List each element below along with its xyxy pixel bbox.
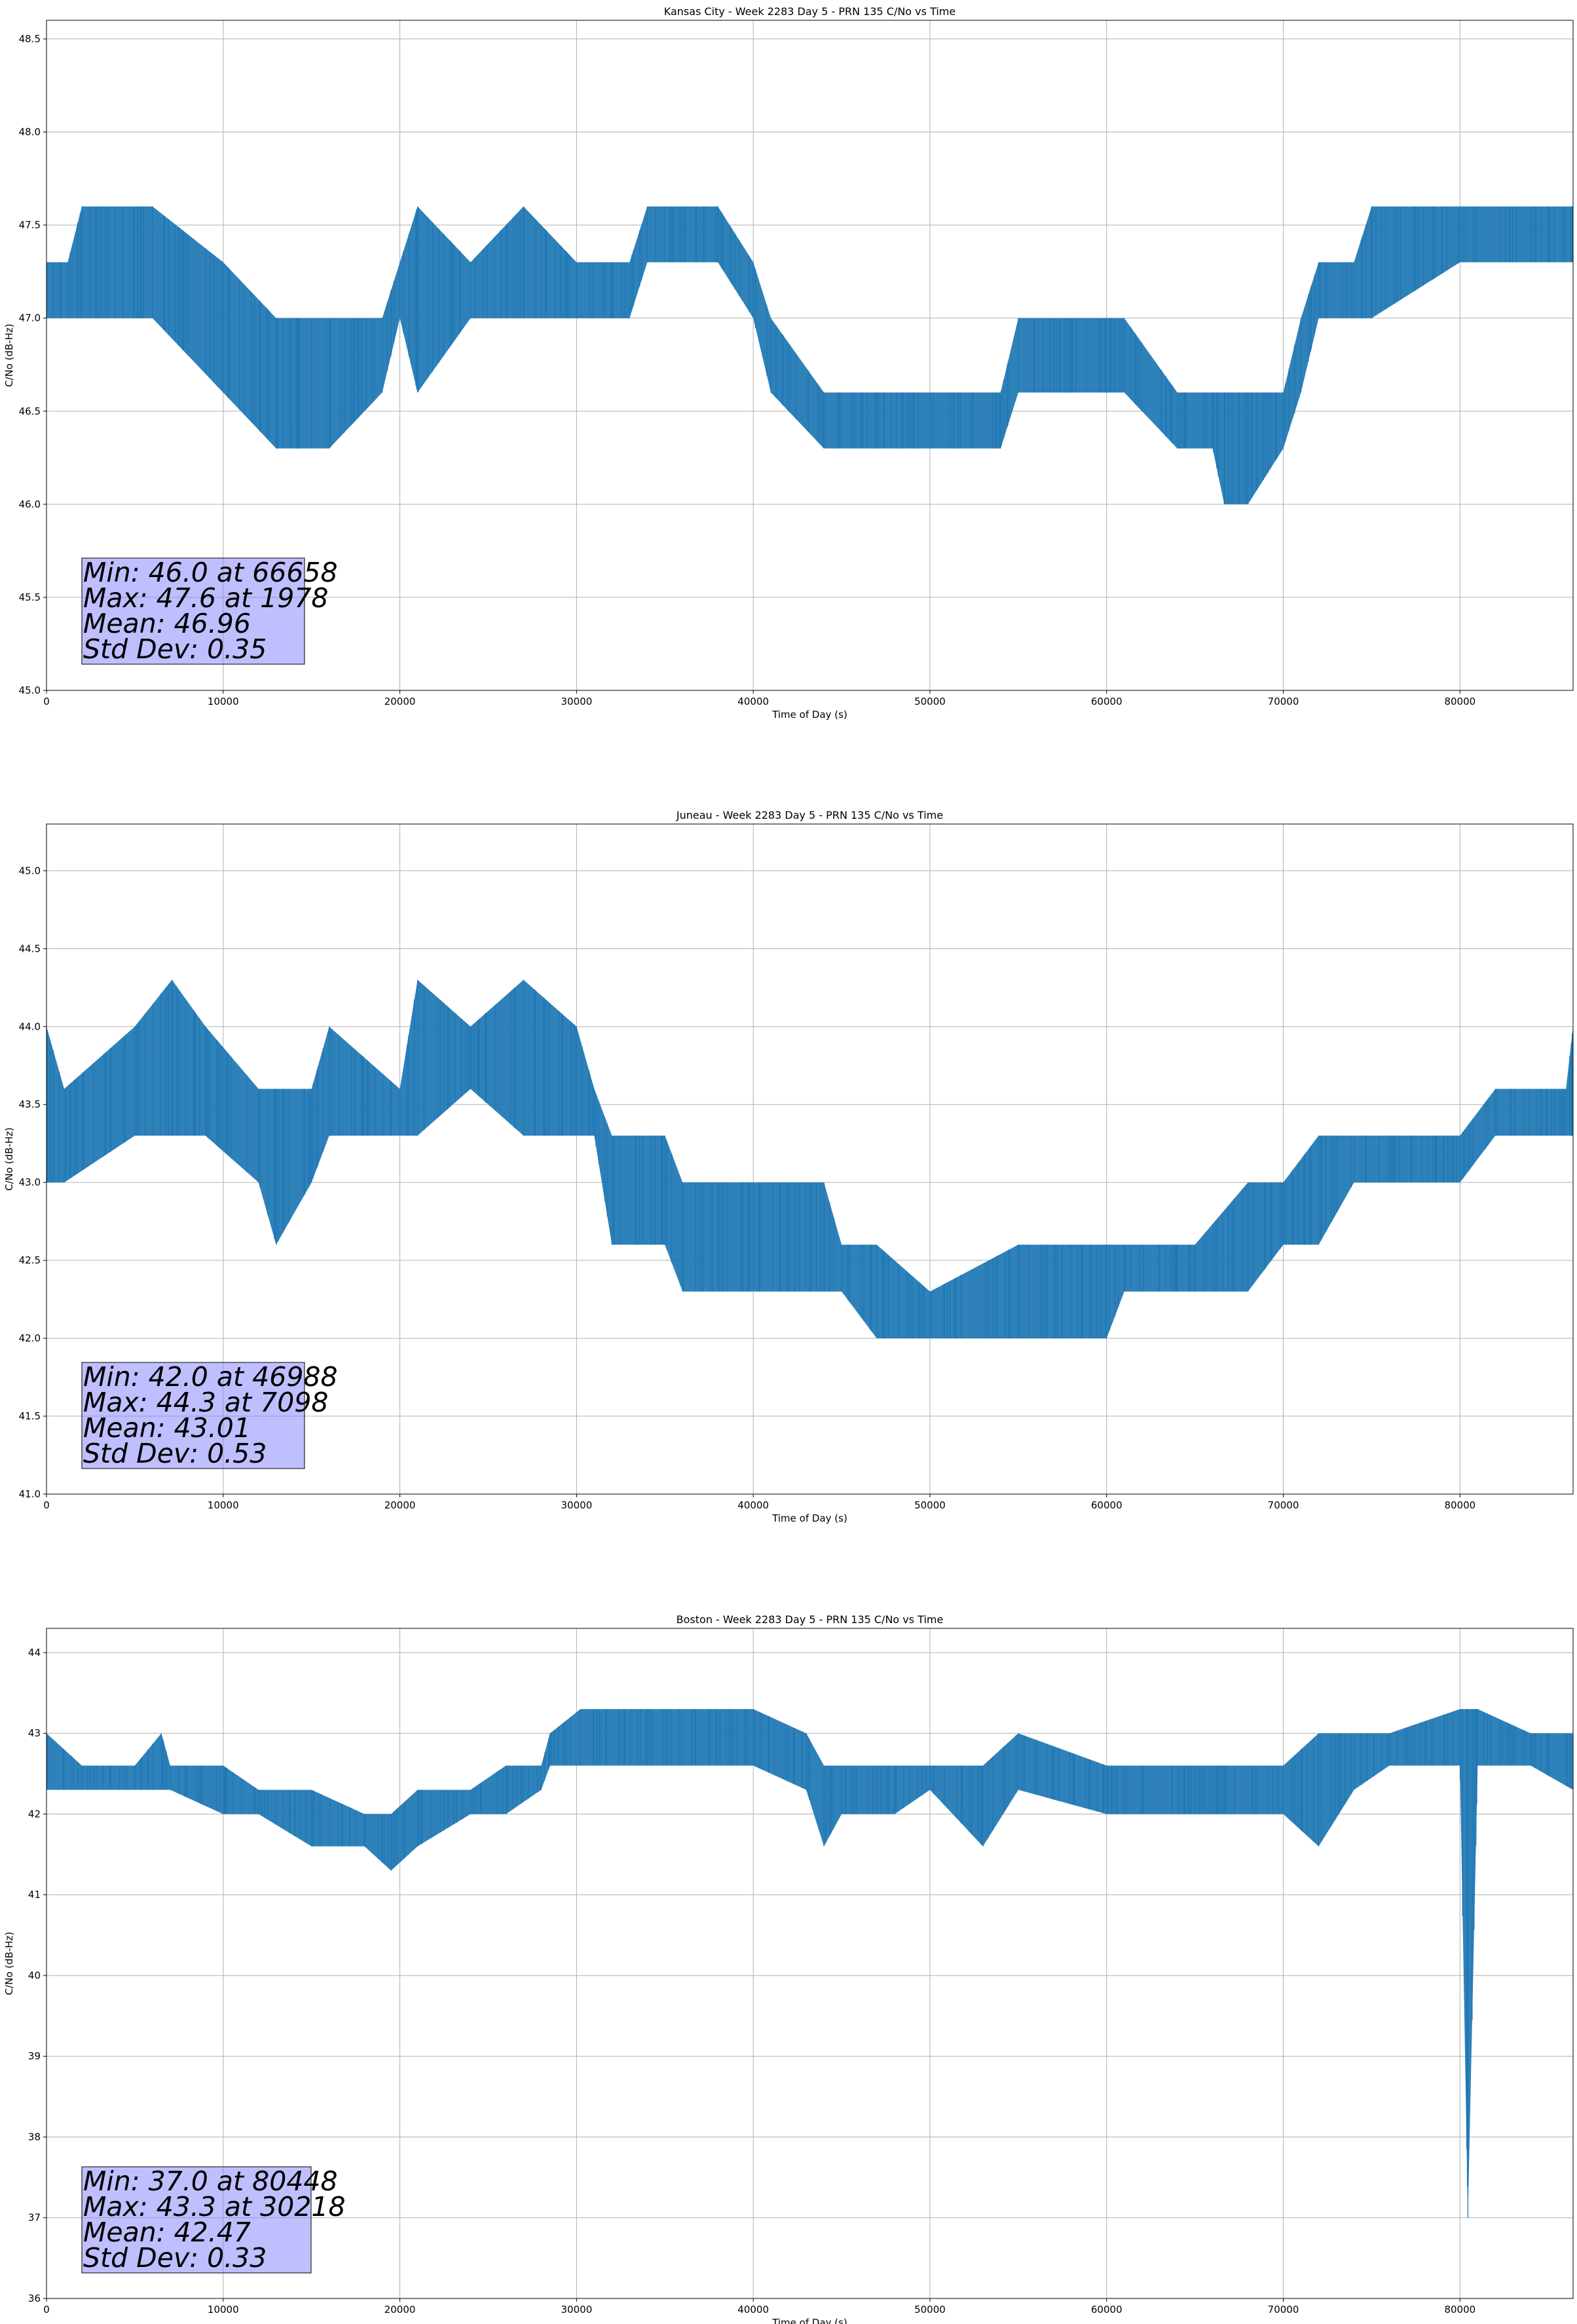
x-tick-label: 0 (43, 2304, 50, 2315)
data-series (46, 979, 1573, 1339)
x-tick-label: 0 (43, 1499, 50, 1511)
axes-frame (46, 20, 1574, 691)
x-tick-label: 30000 (561, 1499, 593, 1511)
series-band (46, 1709, 1573, 2218)
y-tick-label: 44.0 (19, 1021, 41, 1032)
stats-box-border (81, 2166, 312, 2274)
x-tick-label: 10000 (208, 1499, 239, 1511)
y-tick-label: 39 (28, 2050, 41, 2062)
y-tick-label: 43.0 (19, 1176, 41, 1188)
y-tick-label: 42.5 (19, 1254, 41, 1266)
x-tick-label: 70000 (1268, 2304, 1299, 2315)
stats-line: Min: 42.0 at 46988 (83, 1361, 338, 1393)
y-tick-label: 37 (28, 2212, 41, 2224)
series-band (46, 206, 1573, 504)
y-tick-label: 36 (28, 2293, 41, 2304)
stats-line: Max: 43.3 at 30218 (83, 2191, 346, 2222)
data-series (46, 1709, 1573, 2218)
chart-title: Juneau - Week 2283 Day 5 - PRN 135 C/No … (676, 809, 943, 821)
axes-frame (46, 823, 1574, 1495)
y-axis-label: C/No (dB-Hz) (3, 324, 15, 387)
x-tick-label: 40000 (737, 1499, 769, 1511)
x-tick-label: 80000 (1444, 2304, 1475, 2315)
x-tick-label: 80000 (1444, 696, 1475, 707)
stats-line: Std Dev: 0.53 (83, 1438, 267, 1469)
x-tick-label: 80000 (1444, 1499, 1475, 1511)
stats-box-border (81, 1362, 305, 1469)
y-tick-label: 46.5 (19, 405, 41, 417)
x-tick-label: 30000 (561, 696, 593, 707)
y-axis-label: C/No (dB-Hz) (3, 1127, 15, 1191)
x-tick-label: 10000 (208, 696, 239, 707)
stats-line: Max: 47.6 at 1978 (83, 582, 329, 614)
y-tick-label: 38 (28, 2131, 41, 2143)
y-tick-label: 41.5 (19, 1410, 41, 1422)
stats-line: Std Dev: 0.35 (83, 633, 267, 665)
x-tick-label: 10000 (208, 2304, 239, 2315)
chart-title: Boston - Week 2283 Day 5 - PRN 135 C/No … (677, 1613, 944, 1626)
x-tick-label: 50000 (914, 1499, 946, 1511)
stats-line: Min: 37.0 at 80448 (83, 2165, 338, 2197)
x-tick-label: 40000 (737, 696, 769, 707)
x-tick-label: 40000 (737, 2304, 769, 2315)
x-tick-label: 70000 (1268, 696, 1299, 707)
x-tick-label: 70000 (1268, 1499, 1299, 1511)
x-tick-label: 20000 (384, 696, 416, 707)
y-tick-label: 43.5 (19, 1098, 41, 1110)
y-tick-label: 46.0 (19, 498, 41, 510)
x-tick-label: 60000 (1091, 1499, 1122, 1511)
y-tick-label: 48.0 (19, 126, 41, 138)
y-tick-label: 43 (28, 1727, 41, 1739)
y-axis-label: C/No (dB-Hz) (3, 1932, 15, 1995)
y-tick-label: 48.5 (19, 33, 41, 45)
stats-box (81, 557, 305, 665)
stats-line: Min: 46.0 at 66658 (83, 557, 338, 588)
y-tick-label: 42 (28, 1808, 41, 1820)
y-tick-label: 44 (28, 1647, 41, 1659)
y-tick-label: 42.0 (19, 1332, 41, 1344)
stats-box (81, 1362, 305, 1469)
x-axis-label: Time of Day (s) (771, 2317, 847, 2324)
chart-panel: Kansas City - Week 2283 Day 5 - PRN 135 … (3, 5, 1574, 721)
y-tick-label: 47.5 (19, 219, 41, 231)
y-tick-label: 41 (28, 1889, 41, 1901)
chart-panel: Boston - Week 2283 Day 5 - PRN 135 C/No … (3, 1613, 1574, 2324)
y-tick-label: 45.5 (19, 591, 41, 603)
data-series (46, 206, 1573, 504)
series-line (46, 979, 1573, 1339)
series-line (46, 1709, 1570, 2218)
axes-frame (46, 1628, 1574, 2299)
x-axis-label: Time of Day (s) (771, 1512, 847, 1524)
y-tick-label: 40 (28, 1970, 41, 1981)
y-tick-label: 41.0 (19, 1488, 41, 1500)
stats-line: Max: 44.3 at 7098 (83, 1387, 329, 1418)
y-tick-label: 45.0 (19, 865, 41, 876)
x-tick-label: 20000 (384, 2304, 416, 2315)
stats-line: Mean: 43.01 (83, 1412, 251, 1444)
x-tick-label: 60000 (1091, 696, 1122, 707)
x-tick-label: 60000 (1091, 2304, 1122, 2315)
y-tick-label: 47.0 (19, 312, 41, 324)
series-line (46, 206, 1573, 504)
x-tick-label: 30000 (561, 2304, 593, 2315)
stats-box (81, 2166, 312, 2274)
stats-line: Std Dev: 0.33 (83, 2242, 267, 2274)
stats-line: Mean: 42.47 (83, 2217, 251, 2248)
x-tick-label: 50000 (914, 2304, 946, 2315)
y-tick-label: 45.0 (19, 684, 41, 696)
x-tick-label: 50000 (914, 696, 946, 707)
x-tick-label: 0 (43, 696, 50, 707)
stats-box-border (81, 557, 305, 665)
y-tick-label: 44.5 (19, 943, 41, 954)
chart-title: Kansas City - Week 2283 Day 5 - PRN 135 … (664, 5, 955, 18)
stats-line: Mean: 46.96 (83, 608, 251, 639)
x-axis-label: Time of Day (s) (771, 709, 847, 721)
series-band (46, 979, 1573, 1339)
x-tick-label: 20000 (384, 1499, 416, 1511)
chart-panel: Juneau - Week 2283 Day 5 - PRN 135 C/No … (3, 809, 1574, 1524)
